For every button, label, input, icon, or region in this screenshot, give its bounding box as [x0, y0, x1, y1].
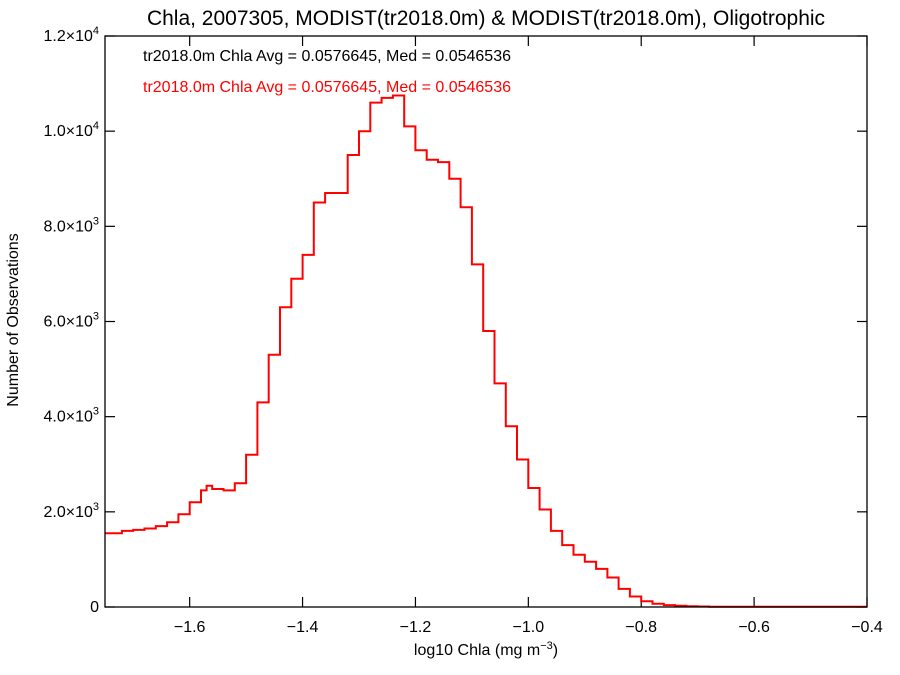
y-tick-exponent: 3	[93, 406, 99, 418]
y-tick-mantissa: 0	[90, 599, 99, 616]
x-axis-label-main: log10 Chla (mg m	[414, 642, 540, 659]
x-axis-label-exp: −3	[540, 640, 553, 652]
axis-ticks	[105, 35, 868, 608]
y-axis-label: Number of Observations	[5, 233, 22, 406]
chart-title: Chla, 2007305, MODIST(tr2018.0m) & MODIS…	[147, 7, 825, 30]
x-tick-label: −0.8	[625, 619, 657, 636]
stats-annotation-red: tr2018.0m Chla Avg = 0.0576645, Med = 0.…	[143, 79, 511, 96]
x-tick-label: −1.6	[174, 619, 206, 636]
series-line	[105, 94, 867, 608]
y-tick-exponent: 4	[93, 25, 99, 37]
x-axis-label-close: )	[553, 642, 558, 659]
y-tick-mantissa: 4.0×10	[43, 409, 92, 426]
x-tick-label: −1.2	[400, 619, 432, 636]
x-axis-label: log10 Chla (mg m−3)	[414, 640, 558, 659]
x-tick-label: −1.4	[287, 619, 319, 636]
tick-labels: −1.6 −1.4 −1.2 −1.0 −0.8 −0.6 −0.402.0×1034.0×…	[43, 25, 882, 636]
y-tick-label: 4.0×103	[43, 406, 99, 426]
x-tick-label: −1.0	[513, 619, 545, 636]
plot-frame	[104, 35, 868, 608]
y-tick-mantissa: 2.0×10	[43, 504, 92, 521]
y-tick-mantissa: 1.0×10	[43, 123, 92, 140]
y-tick-mantissa: 6.0×10	[43, 314, 92, 331]
x-tick-label: −0.6	[738, 619, 770, 636]
y-tick-label: 0	[90, 599, 99, 616]
y-tick-label: 1.0×104	[43, 120, 99, 140]
y-tick-label: 6.0×103	[43, 311, 99, 331]
y-tick-label: 8.0×103	[43, 215, 99, 235]
stats-annotation-black: tr2018.0m Chla Avg = 0.0576645, Med = 0.…	[143, 48, 511, 65]
x-tick-label: −0.4	[851, 619, 883, 636]
y-tick-exponent: 4	[93, 120, 99, 132]
y-tick-exponent: 3	[93, 311, 99, 323]
y-tick-label: 2.0×103	[43, 501, 99, 521]
y-tick-mantissa: 1.2×10	[43, 28, 92, 45]
y-tick-label: 1.2×104	[43, 25, 99, 45]
y-tick-exponent: 3	[93, 215, 99, 227]
y-tick-mantissa: 8.0×10	[43, 218, 92, 235]
y-tick-exponent: 3	[93, 501, 99, 513]
